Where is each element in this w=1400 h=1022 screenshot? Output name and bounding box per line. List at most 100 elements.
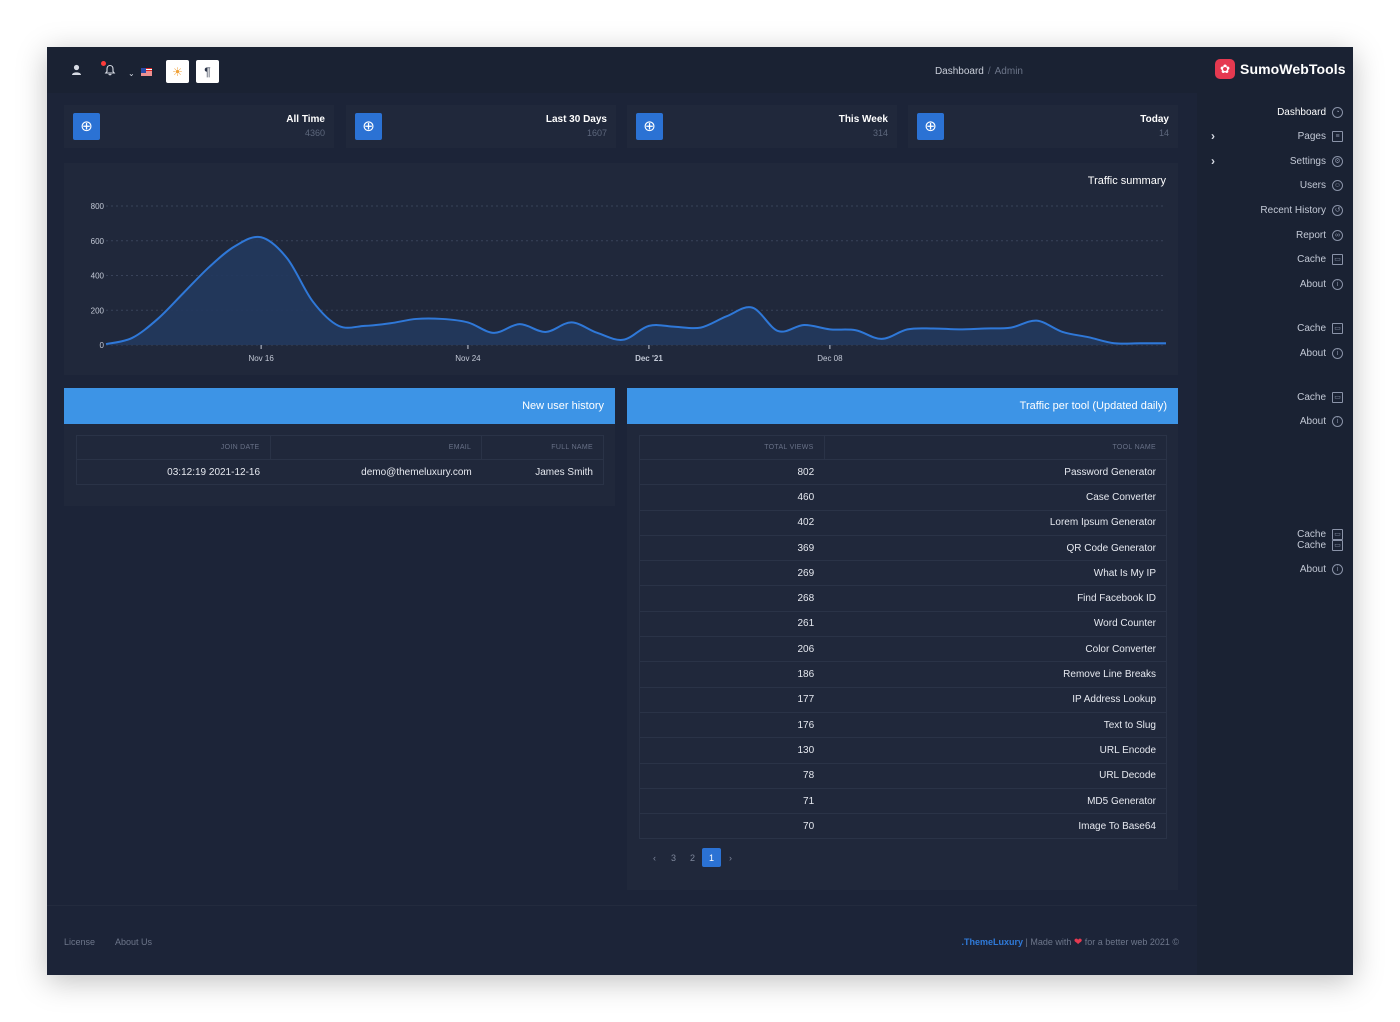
table-row[interactable]: 261 Word Counter <box>639 610 1168 638</box>
chevron-right-icon[interactable]: › <box>1211 154 1215 168</box>
table-row[interactable]: 460 Case Converter <box>639 484 1168 511</box>
pagination-page-3[interactable]: 3 <box>670 852 676 863</box>
tool-name-cell: Image To Base64 <box>824 813 1168 840</box>
table-row[interactable]: 71 MD5 Generator <box>639 787 1168 815</box>
panel-title: Traffic per tool (Updated daily) <box>627 388 1178 424</box>
table-row[interactable]: 186 Remove Line Breaks <box>639 661 1168 688</box>
user-icon[interactable] <box>71 64 82 79</box>
sidebar-item-cache[interactable]: Cache ▭ <box>1297 527 1343 541</box>
pagination-page-2[interactable]: 2 <box>689 852 695 863</box>
heart-icon: ❤ <box>1073 937 1083 948</box>
breadcrumb: Dashboard / Admin <box>935 66 1023 77</box>
rtl-toggle-button[interactable]: ¶ <box>196 60 219 83</box>
archive-icon: ▭ <box>1332 528 1343 540</box>
tool-traffic-table: TOTAL VIEWS TOOL NAME 802 Password Genera… <box>639 435 1168 840</box>
table-row[interactable]: 268 Find Facebook ID <box>639 585 1168 612</box>
tool-name-cell: Color Converter <box>824 636 1168 663</box>
sidebar-item-label: Dashboard <box>1277 106 1326 118</box>
sidebar-item-label: About <box>1299 415 1326 427</box>
sidebar-item-about[interactable]: About i <box>1300 277 1343 291</box>
sidebar-item-cache[interactable]: Cache ▭ <box>1297 390 1343 404</box>
sidebar-item-label: Report <box>1295 229 1326 241</box>
sidebar-item-label: Settings <box>1289 155 1326 167</box>
tool-name-cell: Remove Line Breaks <box>824 661 1168 688</box>
breadcrumb-dashboard[interactable]: Dashboard <box>934 66 984 77</box>
tool-name-cell: URL Encode <box>824 737 1168 764</box>
sidebar-item-about[interactable]: About i <box>1300 346 1343 360</box>
sidebar-item-about[interactable]: About i <box>1300 414 1343 428</box>
pagination-prev-button[interactable]: ‹ <box>653 852 656 863</box>
dashboard-icon: ◔ <box>1332 106 1343 118</box>
archive-icon: ▭ <box>1332 253 1343 265</box>
brand[interactable]: ✿ SumoWebTools <box>1215 59 1346 79</box>
notification-dot <box>101 61 106 66</box>
table-row[interactable]: 177 IP Address Lookup <box>639 686 1168 713</box>
brand-logo-icon: ✿ <box>1215 59 1235 79</box>
pagination: ‹ 3 2 1 › <box>645 848 740 867</box>
pagination-page-1[interactable]: 1 <box>702 848 721 867</box>
sidebar-item-users[interactable]: Users ☺ <box>1300 178 1343 192</box>
sidebar-item-pages[interactable]: Pages ≡ <box>1298 129 1343 143</box>
footer-about-link[interactable]: About Us <box>115 937 153 947</box>
total-views-cell: 176 <box>639 711 825 739</box>
table-row[interactable]: 269 What Is My IP <box>639 560 1168 587</box>
sidebar-item-label: Pages <box>1297 130 1326 142</box>
sidebar-item-dashboard[interactable]: Dashboard ◔ <box>1277 105 1343 119</box>
footer-license-link[interactable]: License <box>64 937 96 947</box>
globe-icon: ⊕ <box>355 113 382 140</box>
pagination-next-button[interactable]: › <box>729 852 732 863</box>
traffic-chart: 800 600 400 200 0 Nov 16 Nov 24 Dec '21 Dec 08 <box>91 202 1166 363</box>
tool-name-cell: Lorem Ipsum Generator <box>824 509 1168 536</box>
stat-value: 14 <box>1158 128 1169 138</box>
table-row[interactable]: 206 Color Converter <box>639 636 1168 663</box>
bell-icon[interactable] <box>104 64 116 79</box>
total-views-cell: 802 <box>639 458 825 486</box>
table-row[interactable]: 176 Text to Slug <box>639 711 1168 739</box>
traffic-summary-panel: Traffic summary 800 600 400 200 0 Nov 16 Nov 2… <box>64 163 1178 375</box>
history-icon: ↺ <box>1332 204 1343 216</box>
total-views-cell: 130 <box>639 737 825 764</box>
table-row[interactable]: 802 Password Generator <box>639 458 1168 486</box>
table-row[interactable]: 03:12:19 2021-12-16 demo@themeluxury.com… <box>76 458 604 486</box>
sidebar-item-recent-history[interactable]: Recent History ↺ <box>1260 203 1343 217</box>
tool-name-cell: MD5 Generator <box>824 787 1168 815</box>
gear-icon: ⚙ <box>1332 155 1343 167</box>
total-views-cell: 261 <box>639 610 825 638</box>
total-views-cell: 186 <box>639 661 825 688</box>
sidebar-item-cache[interactable]: Cache ▭ <box>1297 321 1343 335</box>
table-row[interactable]: 402 Lorem Ipsum Generator <box>639 509 1168 536</box>
us-flag-icon[interactable] <box>141 68 152 76</box>
stat-card-all-time: ⊕ All Time 4360 <box>64 105 334 148</box>
stat-value: 4360 <box>304 128 325 138</box>
series-area <box>106 236 1166 345</box>
chevron-right-icon[interactable]: › <box>1211 129 1215 143</box>
tool-name-cell: Text to Slug <box>824 711 1168 739</box>
chevron-down-icon[interactable]: ⌄ <box>128 69 135 78</box>
archive-icon: ▭ <box>1332 322 1343 334</box>
sidebar-item-about[interactable]: About i <box>1300 562 1343 576</box>
sidebar-item-cache[interactable]: Cache ▭ <box>1297 538 1343 552</box>
theme-toggle-button[interactable]: ☀ <box>166 60 189 83</box>
x-tick-label: Nov 16 <box>248 354 274 363</box>
tool-name-cell: QR Code Generator <box>824 534 1168 562</box>
column-header: JOIN DATE <box>76 435 271 460</box>
sidebar-item-label: Cache <box>1297 391 1326 403</box>
column-header: TOOL NAME <box>823 435 1168 460</box>
y-tick-label: 800 <box>91 202 105 211</box>
panel-title: New user history <box>64 388 615 424</box>
sidebar-item-cache[interactable]: Cache ▭ <box>1297 252 1343 266</box>
total-views-cell: 402 <box>639 509 825 536</box>
footer-brand-link[interactable]: .ThemeLuxury <box>961 937 1023 947</box>
table-row[interactable]: 70 Image To Base64 <box>639 813 1168 840</box>
globe-icon: ⊕ <box>917 113 944 140</box>
sidebar-item-settings[interactable]: Settings ⚙ <box>1290 154 1343 168</box>
column-header: FULL NAME <box>481 435 604 460</box>
sidebar-item-label: Recent History <box>1260 204 1326 216</box>
sidebar-item-label: Cache <box>1297 322 1326 334</box>
table-row[interactable]: 78 URL Decode <box>639 762 1168 789</box>
table-row[interactable]: 130 URL Encode <box>639 737 1168 764</box>
sidebar-item-label: Cache <box>1297 528 1326 540</box>
tool-name-cell: What Is My IP <box>824 560 1168 587</box>
sidebar-item-report[interactable]: Report ∞ <box>1296 228 1343 242</box>
table-row[interactable]: 369 QR Code Generator <box>639 534 1168 562</box>
